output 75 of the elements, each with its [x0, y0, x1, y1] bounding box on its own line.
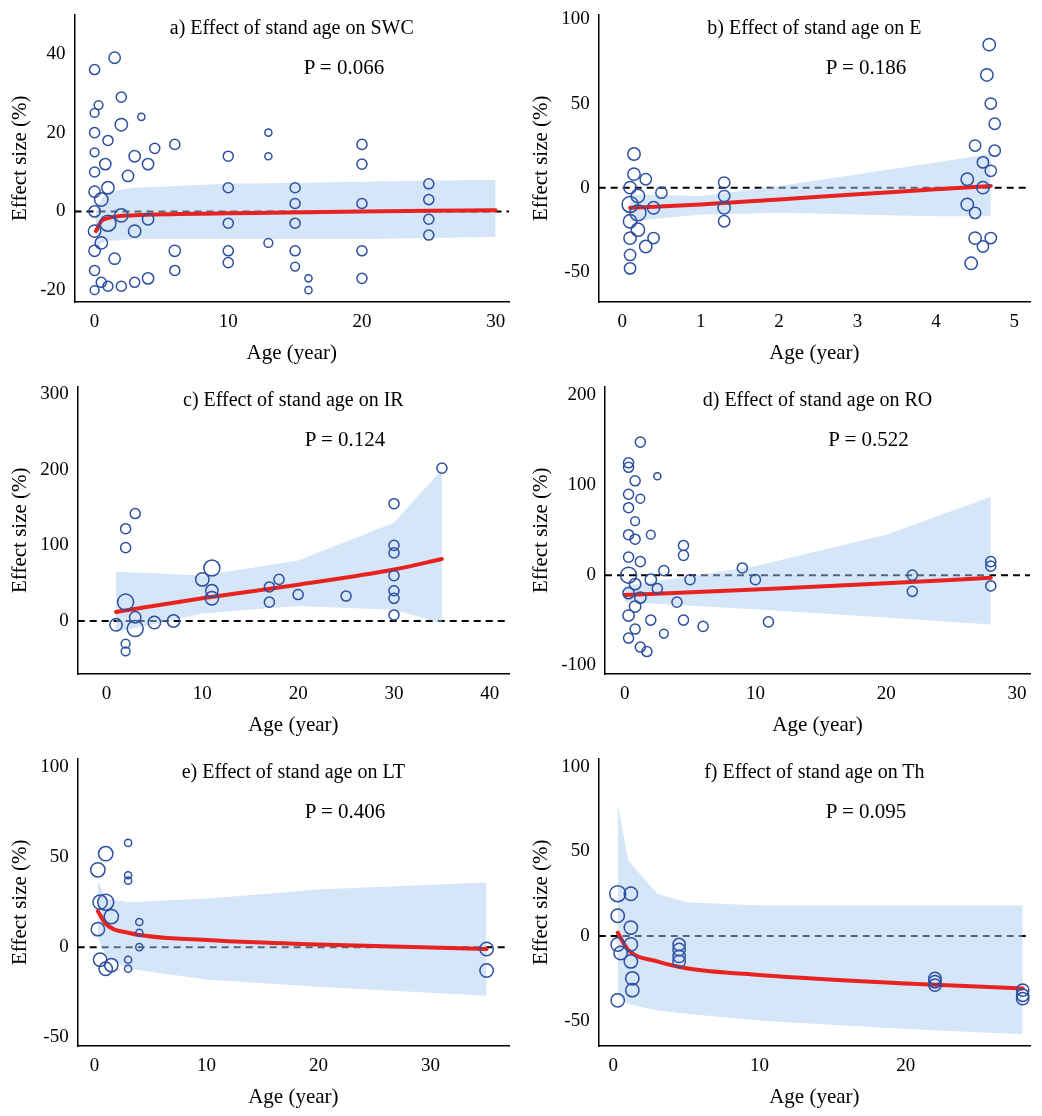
- x-tick-label: 20: [896, 1054, 916, 1076]
- y-tick-label: 100: [561, 7, 590, 29]
- y-tick-label: 50: [570, 91, 590, 113]
- y-tick-label: 50: [49, 845, 69, 867]
- y-tick-label: -100: [561, 653, 597, 674]
- y-tick-label: 0: [56, 199, 66, 221]
- chart-title: e) Effect of stand age on LT: [181, 759, 405, 783]
- y-tick-label: -50: [564, 1008, 590, 1030]
- y-tick-label: 200: [40, 457, 69, 479]
- x-tick-label: 0: [89, 1054, 100, 1076]
- y-tick-label: 300: [40, 381, 69, 403]
- y-tick-label: 100: [40, 755, 69, 777]
- x-tick-label: 0: [619, 682, 630, 704]
- x-axis-title: Age (year): [769, 1083, 860, 1108]
- x-tick-label: 20: [352, 310, 372, 332]
- x-tick-label: 30: [486, 310, 506, 332]
- chart-title: c) Effect of stand age on IR: [183, 387, 405, 411]
- x-tick-label: 40: [480, 682, 500, 704]
- annotation: P = 0.406: [304, 799, 386, 824]
- x-tick-label: 1: [695, 310, 706, 332]
- y-axis-title: Effect size (%): [528, 839, 553, 965]
- x-axis-title: Age (year): [248, 711, 339, 736]
- y-axis-title: Effect size (%): [528, 95, 553, 221]
- x-tick-label: 30: [1007, 682, 1027, 704]
- y-tick-label: 50: [570, 839, 590, 861]
- x-tick-label: 10: [218, 310, 238, 332]
- y-axis-title: Effect size (%): [7, 95, 32, 221]
- y-tick-label: 200: [567, 383, 597, 405]
- x-tick-label: 0: [617, 310, 627, 332]
- x-tick-label: 20: [288, 682, 308, 704]
- y-tick-label: -50: [564, 259, 590, 281]
- chart-title: a) Effect of stand age on SWC: [169, 15, 414, 39]
- y-tick-label: -20: [40, 278, 66, 300]
- annotation: P = 0.186: [825, 55, 907, 80]
- x-tick-label: 5: [1009, 310, 1020, 332]
- annotation: P = 0.124: [304, 427, 386, 452]
- x-tick-label: 10: [745, 682, 765, 704]
- x-axis-title: Age (year): [769, 339, 860, 364]
- chart-title: b) Effect of stand age on E: [707, 15, 922, 39]
- x-tick-label: 10: [750, 1054, 770, 1076]
- x-tick-label: 2: [774, 310, 784, 332]
- y-tick-label: 0: [586, 563, 597, 585]
- y-tick-label: 0: [580, 924, 590, 946]
- y-tick-label: 100: [40, 533, 69, 555]
- x-tick-label: 10: [192, 682, 212, 704]
- annotation: P = 0.095: [825, 799, 907, 824]
- y-axis-title: Effect size (%): [7, 467, 32, 593]
- x-tick-label: 10: [197, 1054, 217, 1076]
- x-axis-title: Age (year): [246, 339, 337, 364]
- y-tick-label: 100: [567, 473, 597, 495]
- chart-title: f) Effect of stand age on Th: [704, 759, 925, 783]
- x-tick-label: 3: [852, 310, 863, 332]
- y-axis-title: Effect size (%): [7, 839, 32, 965]
- x-tick-label: 4: [931, 310, 942, 332]
- line-series: [114, 556, 444, 614]
- x-tick-label: 0: [101, 682, 112, 704]
- y-axis-title: Effect size (%): [528, 467, 553, 593]
- x-axis-title: Age (year): [772, 711, 863, 736]
- x-tick-label: 20: [309, 1054, 329, 1076]
- x-tick-label: 30: [421, 1054, 441, 1076]
- y-tick-label: 0: [59, 609, 69, 631]
- y-tick-label: -50: [43, 1025, 69, 1046]
- x-tick-label: 20: [876, 682, 896, 704]
- y-tick-label: 100: [561, 754, 590, 776]
- y-tick-label: 0: [59, 935, 69, 957]
- annotation: P = 0.522: [828, 427, 909, 452]
- y-tick-label: 0: [580, 175, 590, 197]
- x-tick-label: 0: [608, 1054, 619, 1076]
- annotation: P = 0.066: [303, 55, 385, 80]
- y-tick-label: 20: [46, 120, 66, 142]
- x-tick-label: 30: [384, 682, 404, 704]
- x-tick-label: 0: [89, 310, 100, 332]
- y-tick-label: 40: [46, 41, 66, 63]
- chart-title: d) Effect of stand age on RO: [702, 387, 933, 411]
- x-axis-title: Age (year): [248, 1083, 339, 1108]
